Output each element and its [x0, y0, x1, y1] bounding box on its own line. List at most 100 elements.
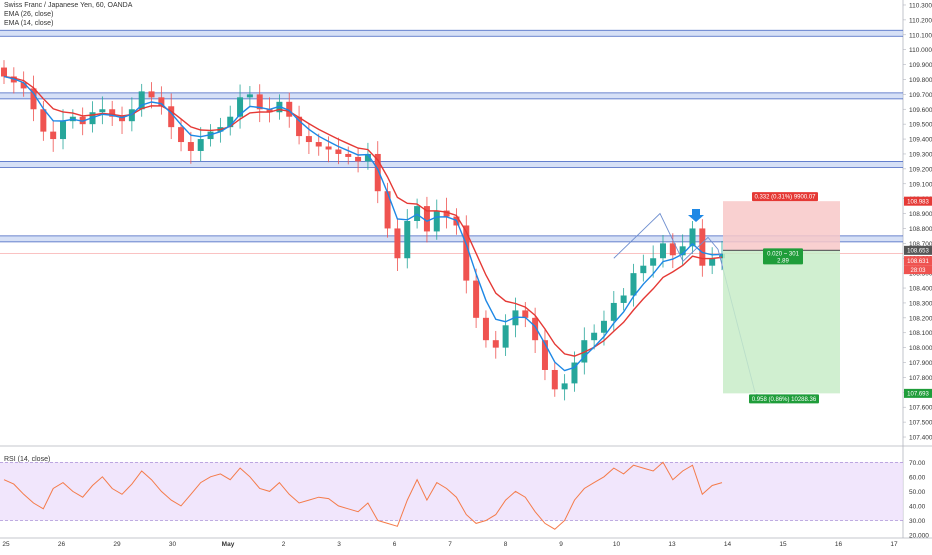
price-tick-label: 109.900 — [909, 62, 932, 69]
candle-body — [119, 116, 126, 122]
price-tag-current: 108.631 — [907, 259, 929, 265]
candle-body — [384, 191, 391, 229]
candle-body — [187, 142, 194, 151]
rsi-tick-label: 20.000 — [909, 533, 929, 540]
price-tick-label: 110.000 — [909, 47, 932, 54]
candle-body — [50, 131, 57, 140]
candle-body — [443, 210, 450, 217]
candle-body — [109, 109, 116, 117]
price-tick-label: 108.500 — [909, 271, 932, 278]
price-tick-label: 107.400 — [909, 435, 932, 442]
time-tick-label: 8 — [504, 541, 508, 548]
candle-body — [404, 221, 411, 259]
ema-14-line — [3, 75, 723, 372]
time-tick-label: 14 — [724, 541, 732, 548]
time-tick-label: 17 — [890, 541, 898, 548]
price-tick-label: 109.600 — [909, 107, 932, 114]
price-tick-label: 108.800 — [909, 226, 932, 233]
price-tick-label: 109.800 — [909, 77, 932, 84]
price-tag-countdown: 28:03 — [910, 268, 926, 274]
candle-body — [600, 320, 607, 333]
price-tick-label: 107.500 — [909, 420, 932, 427]
candle-body — [335, 149, 342, 154]
candle-body — [463, 225, 470, 281]
candle-body — [256, 94, 263, 110]
candle-body — [138, 91, 145, 110]
candle-body — [315, 142, 322, 147]
candle-body — [266, 109, 273, 113]
price-tick-label: 108.700 — [909, 241, 932, 248]
price-tick-label: 109.400 — [909, 137, 932, 144]
time-tick-label: May — [222, 541, 235, 548]
entry-label-2: 2.89 — [777, 258, 789, 264]
rsi-tick-label: 50.00 — [909, 489, 926, 496]
candle-body — [178, 127, 185, 143]
level-zone — [0, 30, 903, 37]
candle-body — [719, 253, 725, 259]
stop-label-bg — [752, 192, 818, 202]
price-tick-label: 108.900 — [909, 211, 932, 218]
candle-body — [345, 153, 352, 157]
candle-body — [571, 362, 578, 384]
candle-body — [296, 116, 303, 137]
candle-body — [148, 91, 155, 98]
price-tick-label: 109.500 — [909, 122, 932, 129]
candle-body — [394, 228, 401, 259]
rsi-tick-label: 40.00 — [909, 503, 926, 510]
rsi-tick-label: 70.00 — [909, 460, 926, 467]
candle-body — [679, 246, 686, 256]
candle-body — [541, 340, 548, 370]
candle-body — [591, 332, 598, 341]
candle-body — [168, 106, 175, 128]
target-label-bg — [749, 394, 819, 404]
price-tag-current-bg — [904, 256, 932, 266]
candle-body — [60, 121, 67, 140]
price-tick-label: 109.300 — [909, 151, 932, 158]
candle-body — [40, 109, 47, 132]
level-zone — [0, 161, 903, 168]
level-zone — [0, 92, 903, 99]
level-zone — [0, 235, 903, 242]
time-tick-label: 3 — [337, 541, 341, 548]
entry-label-bg — [763, 248, 803, 265]
candle-body — [1, 67, 7, 77]
candle-body — [669, 243, 676, 256]
candle-body — [158, 97, 165, 107]
price-tick-label: 108.400 — [909, 286, 932, 293]
rsi-legend: RSI (14, close) — [4, 456, 51, 463]
target-label: 0.958 (0.86%) 10288.36 — [752, 397, 817, 403]
candle-body — [246, 94, 253, 98]
time-tick-label: 10 — [613, 541, 621, 548]
time-tick-label: 6 — [393, 541, 397, 548]
candle-body — [492, 340, 499, 348]
entry-label-1: 0.020 ~ 301 — [767, 251, 800, 257]
candle-body — [227, 116, 234, 128]
price-tag-target-bg — [904, 388, 932, 398]
price-tick-label: 107.600 — [909, 405, 932, 412]
price-tick-label: 108.300 — [909, 300, 932, 307]
price-tag-countdown-bg — [904, 265, 932, 275]
ema-26-legend: EMA (26, close) — [4, 11, 54, 18]
price-tag-entry: 108.653 — [907, 249, 929, 255]
candle-body — [640, 265, 647, 274]
time-tick-label: 30 — [169, 541, 177, 548]
candle-body — [286, 101, 293, 117]
stop-label: 0.332 (0.31%) 9900.07 — [754, 195, 816, 201]
price-tick-label: 107.900 — [909, 360, 932, 367]
price-tag-entry-bg — [904, 245, 932, 255]
rsi-tick-label: 30.00 — [909, 518, 926, 525]
candle-body — [197, 139, 204, 151]
price-tick-label: 109.100 — [909, 181, 932, 188]
time-tick-label: 15 — [779, 541, 787, 548]
candle-body — [237, 97, 244, 117]
candle-body — [433, 210, 440, 232]
price-tick-label: 108.200 — [909, 315, 932, 322]
price-tick-label: 110.200 — [909, 17, 932, 24]
candle-body — [305, 136, 312, 143]
candle-body — [374, 153, 381, 192]
time-tick-label: 29 — [113, 541, 121, 548]
time-tick-label: 16 — [835, 541, 843, 548]
price-tick-label: 109.700 — [909, 92, 932, 99]
candle-body — [79, 116, 86, 125]
